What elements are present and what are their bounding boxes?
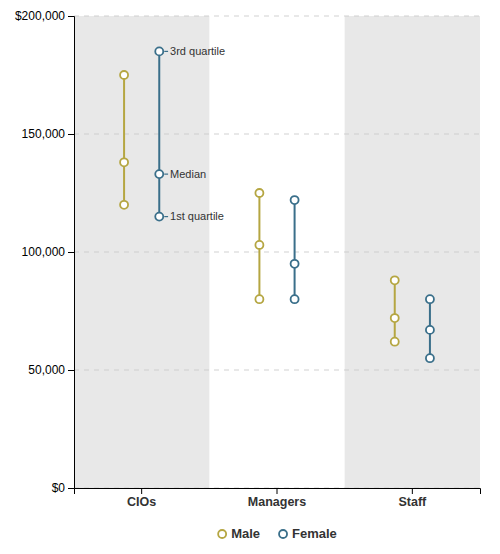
legend-item: Male <box>218 526 260 541</box>
annotation-connector <box>164 216 168 217</box>
x-tick-mark <box>141 488 142 494</box>
y-tick: $200,000 <box>15 9 74 23</box>
x-tick-label: CIOs <box>127 495 156 509</box>
q1-point <box>291 295 299 303</box>
legend-swatch <box>279 530 287 538</box>
x-tick: Managers <box>248 488 306 509</box>
x-tick-label: Managers <box>248 495 306 509</box>
legend-label: Male <box>231 526 260 541</box>
bands <box>74 16 480 488</box>
grid-line <box>74 370 480 371</box>
median-point <box>155 170 163 178</box>
y-tick-mark <box>68 134 74 135</box>
annotation: Median <box>170 168 206 180</box>
y-tick-mark <box>68 16 74 17</box>
median-point <box>391 314 399 322</box>
range-line <box>158 51 160 216</box>
annotation-connector <box>164 51 168 52</box>
range-line <box>394 280 396 341</box>
q1-point <box>391 338 399 346</box>
y-tick-label: $200,000 <box>15 9 65 23</box>
y-tick: 150,000 <box>22 127 74 141</box>
x-tick-mark <box>277 488 278 494</box>
y-tick-mark <box>68 252 74 253</box>
annotation-connector <box>164 174 168 175</box>
x-tick: CIOs <box>127 488 156 509</box>
y-tick-label: $0 <box>52 481 66 495</box>
x-axis: CIOs Managers Staff <box>75 488 481 509</box>
grid <box>74 16 480 488</box>
range-line <box>123 75 125 205</box>
legend: Male Female <box>218 526 337 541</box>
x-tick-label: Staff <box>398 495 427 509</box>
y-tick: $0 <box>52 481 74 495</box>
annotations: 3rd quartile Median 1st quartile <box>164 45 225 222</box>
y-tick-mark <box>68 370 74 371</box>
chart: $0 50,000 100,000 150,000 $200,000 CIOs Manage… <box>0 0 500 554</box>
q3-point <box>391 276 399 284</box>
range-line <box>294 200 296 299</box>
grid-line <box>74 16 480 17</box>
median-point <box>291 260 299 268</box>
y-tick-label: 150,000 <box>22 127 66 141</box>
legend-item: Female <box>279 526 337 541</box>
grid-line <box>74 134 480 135</box>
y-tick: 100,000 <box>22 245 74 259</box>
y-tick-label: 100,000 <box>22 245 66 259</box>
median-point <box>426 326 434 334</box>
y-tick-mark <box>68 488 74 489</box>
annotation: 3rd quartile <box>170 45 225 57</box>
q1-point <box>255 295 263 303</box>
q3-point <box>155 47 163 55</box>
y-tick: 50,000 <box>28 363 74 377</box>
legend-label: Female <box>292 526 337 541</box>
y-axis: $0 50,000 100,000 150,000 $200,000 <box>15 9 75 495</box>
legend-swatch <box>218 530 226 538</box>
q1-point <box>426 354 434 362</box>
q3-point <box>426 295 434 303</box>
q1-point <box>120 201 128 209</box>
q1-point <box>155 213 163 221</box>
data <box>120 47 434 362</box>
y-axis-line <box>68 17 75 489</box>
x-tick: Staff <box>398 488 427 509</box>
median-point <box>120 158 128 166</box>
grid-line <box>74 252 480 253</box>
annotation: 1st quartile <box>170 210 224 222</box>
q3-point <box>120 71 128 79</box>
y-tick-label: 50,000 <box>28 363 65 377</box>
median-point <box>255 241 263 249</box>
series <box>120 71 399 346</box>
q3-point <box>291 196 299 204</box>
series <box>155 47 434 362</box>
x-axis-line <box>75 489 481 495</box>
x-tick-mark <box>412 488 413 494</box>
q3-point <box>255 189 263 197</box>
